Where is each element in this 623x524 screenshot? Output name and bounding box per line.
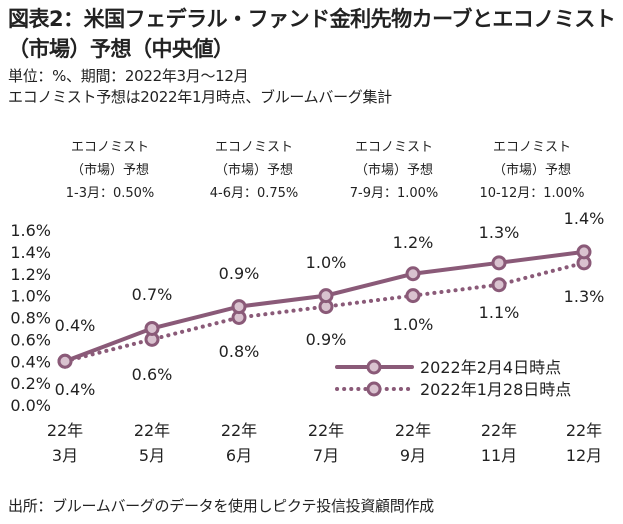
annotation-subheading: （市場）予想 [215, 162, 293, 178]
legend-marker-feb4 [366, 359, 382, 375]
annotation-subheading: （市場）予想 [355, 162, 433, 178]
series-lines [57, 244, 592, 369]
marker-feb4 [144, 320, 160, 336]
marker-feb4 [57, 353, 73, 369]
y-tick-label: 0.6% [10, 330, 51, 349]
source-note: 出所：ブルームバーグのデータを使用しピクテ投信投資顧問作成 [8, 497, 434, 515]
annotation-subheading: （市場）予想 [71, 162, 149, 178]
legend-label-jan28: 2022年1月28日時点 [420, 380, 571, 399]
marker-feb4 [405, 266, 421, 282]
x-tick-label-year: 22年 [481, 421, 517, 440]
x-tick-label-year: 22年 [566, 421, 602, 440]
marker-feb4 [231, 299, 247, 315]
y-axis: 0.0% 0.2% 0.4% 0.6% 0.8% 1.0% 1.2% 1.4% 1.6% [10, 221, 51, 415]
y-tick-label: 1.4% [10, 243, 51, 262]
legend: 2022年2月4日時点 2022年1月28日時点 [335, 358, 571, 399]
data-label-feb4: 1.0% [306, 253, 347, 272]
legend-marker-jan28 [366, 381, 382, 397]
marker-feb4 [318, 288, 334, 304]
x-tick-label-month: 6月 [226, 446, 252, 465]
data-label-feb4: 1.3% [479, 223, 520, 242]
data-label-jan28: 0.8% [219, 342, 260, 361]
annotation-heading: エコノミスト [493, 140, 571, 155]
x-axis: 22年 3月 22年 5月 22年 6月 22年 7月 22年 9月 22年 11月 22年 12月 [47, 421, 602, 465]
x-tick-label-year: 22年 [308, 421, 344, 440]
annotation-forecast-value: 1-3月：0.50% [66, 186, 155, 201]
data-label-jan28: 1.1% [479, 303, 520, 322]
annotation-forecast-value: 7-9月：1.00% [350, 186, 439, 201]
data-label-jan28: 1.0% [393, 315, 434, 334]
y-tick-label: 0.8% [10, 309, 51, 328]
marker-feb4 [491, 255, 507, 271]
data-label-feb4: 0.7% [132, 285, 173, 304]
x-tick-label-month: 7月 [313, 446, 339, 465]
data-label-feb4: 0.4% [55, 316, 96, 335]
data-label-feb4: 1.4% [564, 209, 605, 228]
x-tick-label-year: 22年 [134, 421, 170, 440]
marker-jan28 [405, 288, 421, 304]
x-tick-label-month: 12月 [566, 446, 602, 465]
x-tick-label-month: 5月 [139, 446, 165, 465]
y-tick-label: 1.6% [10, 221, 51, 240]
chart-subtitle-note: エコノミスト予想は2022年1月時点、ブルームバーグ集計 [8, 88, 392, 106]
x-tick-label-month: 3月 [52, 446, 78, 465]
marker-feb4 [576, 244, 592, 260]
y-tick-label: 0.4% [10, 352, 51, 371]
annotation-forecast-value: 4-6月：0.75% [210, 186, 299, 201]
x-tick-label-month: 9月 [400, 446, 426, 465]
economist-forecast-annotations: エコノミスト （市場）予想 1-3月：0.50% エコノミスト （市場）予想 4-6月：0… [66, 140, 585, 201]
annotation-heading: エコノミスト [355, 140, 433, 155]
data-label-jan28: 0.9% [306, 330, 347, 349]
legend-label-feb4: 2022年2月4日時点 [420, 358, 561, 377]
data-label-feb4: 1.2% [393, 233, 434, 252]
annotation-heading: エコノミスト [215, 140, 293, 155]
y-tick-label: 1.2% [10, 265, 51, 284]
marker-jan28 [491, 277, 507, 293]
y-tick-label: 1.0% [10, 287, 51, 306]
data-label-jan28: 0.6% [132, 365, 173, 384]
annotation-forecast-value: 10-12月：1.00% [479, 186, 584, 201]
annotation-heading: エコノミスト [71, 140, 149, 155]
x-tick-label-year: 22年 [221, 421, 257, 440]
y-tick-label: 0.0% [10, 396, 51, 415]
chart-subtitle-units: 単位：%、期間：2022年3月～12月 [8, 67, 249, 85]
data-label-feb4: 0.9% [219, 264, 260, 283]
y-tick-label: 0.2% [10, 374, 51, 393]
data-labels: 0.4% 0.7% 0.9% 1.0% 1.2% 1.3% 1.4% 0.4% 0.6% 0.8%… [55, 209, 605, 399]
chart-title: 図表2：米国フェデラル・ファンド金利先物カーブとエコノミスト（市場）予想（中央値… [8, 7, 616, 61]
data-label-jan28: 1.3% [564, 287, 605, 306]
x-tick-label-month: 11月 [481, 446, 517, 465]
data-label-jan28: 0.4% [55, 380, 96, 399]
x-tick-label-year: 22年 [395, 421, 431, 440]
x-tick-label-year: 22年 [47, 421, 83, 440]
annotation-subheading: （市場）予想 [493, 162, 571, 178]
